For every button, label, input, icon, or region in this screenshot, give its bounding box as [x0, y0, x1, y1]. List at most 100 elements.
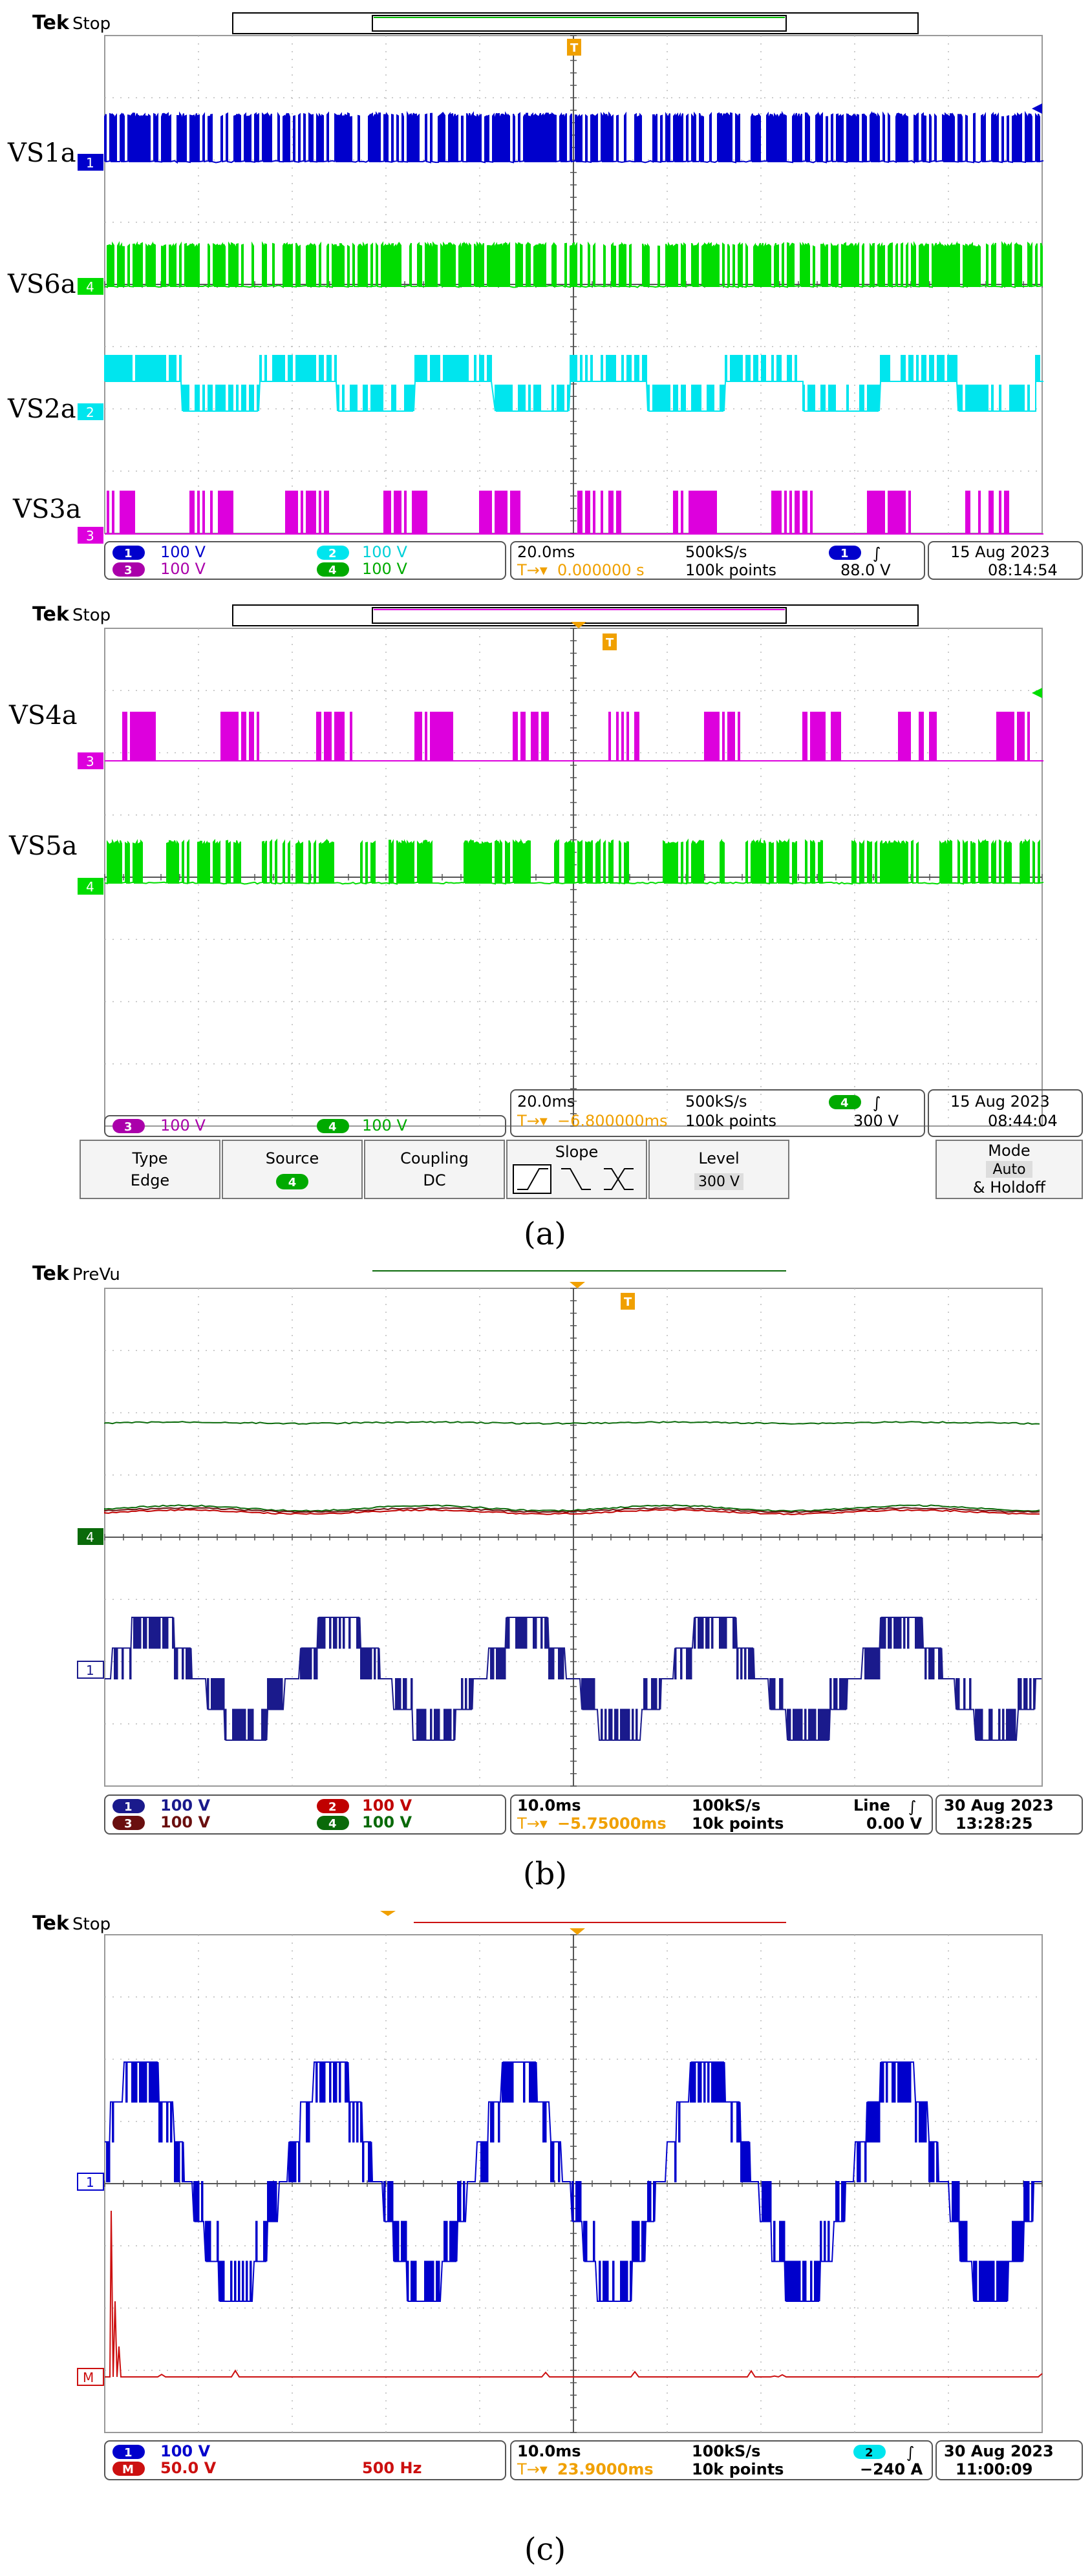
channel-readout-box: [104, 1115, 506, 1137]
ch4-marker[interactable]: 4: [78, 1528, 103, 1545]
svg-text:Mode: Mode: [988, 1142, 1030, 1160]
waveform-trace: [104, 1507, 1040, 1513]
trace-label-vs3a: VS3a: [12, 495, 81, 524]
ch1-marker[interactable]: 1: [77, 1661, 104, 1679]
datetime-box: [928, 1089, 1083, 1137]
status-label: Stop: [72, 14, 111, 34]
ch1-scale-readout[interactable]: 1 100 V: [112, 2442, 210, 2460]
trigger-delay: −6.800000ms: [557, 1112, 668, 1130]
svg-text:4: 4: [328, 1817, 337, 1831]
trigger-slope-button[interactable]: Slope: [506, 1140, 647, 1199]
status-label: Stop: [72, 1915, 111, 1934]
ch4-marker[interactable]: 4: [78, 278, 103, 295]
svg-text:2: 2: [865, 2446, 873, 2460]
delay-icon: T→▾: [517, 1815, 548, 1833]
ch3-scale-readout[interactable]: 3 100 V: [112, 1116, 206, 1134]
tek-logo: Tek: [32, 603, 70, 626]
svg-text:300 V: 300 V: [698, 1174, 740, 1190]
grid-b: [104, 1288, 1043, 1787]
either-slope-icon[interactable]: [604, 1168, 634, 1190]
svg-text:M: M: [83, 2370, 94, 2385]
trace-label-vs4a: VS4a: [8, 701, 78, 730]
timebase-readout-box: [510, 541, 925, 580]
trigger-delay: 23.9000ms: [557, 2460, 654, 2478]
ch3-marker[interactable]: 3: [78, 752, 103, 769]
tek-logo: Tek: [32, 1262, 70, 1285]
svg-text:1: 1: [124, 2446, 133, 2460]
trigger-level: 300 V: [853, 1112, 899, 1130]
expansion-point-marker: [571, 622, 586, 628]
svg-text:100 V: 100 V: [160, 1116, 206, 1134]
svg-text:∫: ∫: [873, 544, 881, 562]
math-scale-readout[interactable]: M 50.0 V 500 Hz: [112, 2459, 422, 2477]
ch2-scale-readout[interactable]: 2 100 V: [317, 1796, 412, 1815]
record-position-marker: [380, 1911, 396, 1916]
ch1-marker[interactable]: 1: [78, 154, 103, 171]
trigger-type-button[interactable]: Type Edge: [80, 1140, 220, 1199]
svg-text:1: 1: [86, 2175, 94, 2190]
ch4-scale-readout[interactable]: 4 100 V: [317, 1116, 407, 1134]
trigger-mode-button[interactable]: Mode Auto & Holdoff: [935, 1140, 1083, 1199]
record-view-bar: [232, 12, 919, 34]
timebase: 20.0ms: [517, 1092, 575, 1111]
svg-text:4: 4: [86, 879, 94, 895]
record-length: 10k points: [692, 1815, 784, 1833]
svg-text:500 Hz: 500 Hz: [362, 2459, 422, 2477]
waveform-trace: [104, 240, 1043, 288]
timebase: 10.0ms: [517, 2442, 581, 2460]
svg-text:100 V: 100 V: [362, 560, 407, 578]
trigger-level-button[interactable]: Level 300 V: [648, 1140, 789, 1199]
channel-readout-box: [104, 541, 506, 580]
svg-text:Edge: Edge: [131, 1171, 169, 1189]
caption-a: (a): [524, 1216, 566, 1252]
ch1-scale-readout[interactable]: 1 100 V: [112, 543, 206, 561]
trigger-source-readout[interactable]: 1 ∫: [829, 544, 881, 562]
waveform-trace: [104, 1421, 1040, 1425]
time: 08:44:04: [988, 1112, 1058, 1130]
svg-text:2: 2: [328, 1800, 337, 1814]
waveform-trace: [105, 712, 1043, 761]
trigger-level-marker[interactable]: [1032, 688, 1042, 698]
ch1-scale-readout[interactable]: 1 100 V: [112, 1796, 210, 1815]
math-marker[interactable]: M: [77, 2368, 104, 2386]
svg-text:100 V: 100 V: [160, 543, 206, 561]
time: 08:14:54: [988, 561, 1058, 579]
trigger-coupling-button[interactable]: Coupling DC: [364, 1140, 505, 1199]
ch2-marker[interactable]: 2: [78, 403, 103, 420]
ch1-marker[interactable]: 1: [77, 2173, 104, 2191]
svg-text:4: 4: [86, 1529, 94, 1545]
ch2-scale-readout[interactable]: 2 100 V: [317, 543, 407, 561]
expansion-point-marker: [570, 1928, 585, 1935]
date: 15 Aug 2023: [950, 543, 1050, 561]
rising-slope-icon[interactable]: [513, 1164, 551, 1194]
trigger-level-marker[interactable]: [1032, 103, 1042, 114]
trigger-position-marker[interactable]: T: [621, 1293, 635, 1310]
svg-text:1: 1: [86, 1663, 94, 1678]
trace-label-vs2a: VS2a: [7, 394, 76, 424]
ch4-marker[interactable]: 4: [78, 878, 103, 895]
trigger-position-marker[interactable]: T: [567, 39, 581, 56]
ch4-scale-readout[interactable]: 4 100 V: [317, 1813, 412, 1831]
sample-rate: 500kS/s: [685, 1092, 747, 1111]
falling-slope-icon[interactable]: [561, 1168, 591, 1190]
trigger-source-button[interactable]: Source 4: [222, 1140, 363, 1199]
svg-text:M: M: [122, 2463, 134, 2476]
svg-text:4: 4: [288, 1176, 297, 1189]
trigger-source-readout[interactable]: 4 ∫: [829, 1094, 881, 1112]
ch3-marker[interactable]: 3: [78, 527, 103, 544]
trigger-level: 0.00 V: [866, 1815, 923, 1833]
panel-a2: Tek Stop VS4a VS5a 3 4 T 3 100 V 4 100 V 2…: [8, 603, 1083, 1252]
time: 11:00:09: [956, 2460, 1032, 2478]
waveform-trace: [104, 355, 1043, 412]
tek-logo: Tek: [32, 12, 70, 34]
svg-text:3: 3: [86, 528, 94, 544]
record-view-bar: [232, 604, 919, 626]
trigger-position-marker[interactable]: T: [603, 633, 617, 650]
date: 30 Aug 2023: [944, 2442, 1054, 2460]
trigger-source-readout[interactable]: 2 ∫: [853, 2443, 915, 2462]
ch4-scale-readout[interactable]: 4 100 V: [317, 560, 407, 578]
ch3-scale-readout[interactable]: 3 100 V: [112, 1813, 210, 1831]
ch3-scale-readout[interactable]: 3 100 V: [112, 560, 206, 578]
svg-text:3: 3: [86, 754, 94, 769]
trigger-delay: −5.75000ms: [557, 1815, 667, 1833]
